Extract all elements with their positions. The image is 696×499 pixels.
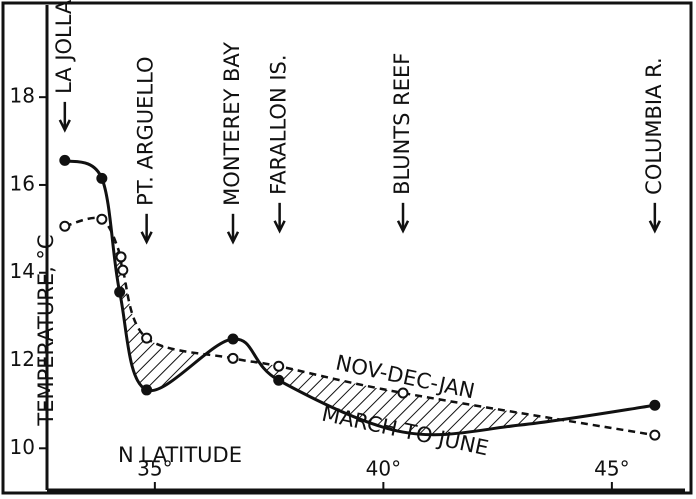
data-point <box>141 332 153 344</box>
y-tick-label: 14 <box>10 259 35 283</box>
data-point <box>96 213 108 225</box>
x-tick-label: 35° <box>137 457 172 481</box>
x-tick-label: 40° <box>366 457 401 481</box>
annotation-label: FARALLON IS. <box>267 54 291 194</box>
y-tick-label: 16 <box>10 171 35 195</box>
annotation-label: BLUNTS REEF <box>390 53 414 195</box>
annotation-arrowhead <box>58 119 71 133</box>
y-tick-label: 18 <box>10 84 35 108</box>
series-line <box>64 158 656 437</box>
annotation-arrowhead <box>226 231 240 245</box>
annotation-label: MONTEREY BAY <box>220 42 244 206</box>
series-line <box>64 216 656 437</box>
annotation-arrowhead <box>273 220 286 234</box>
x-tick-label: 45° <box>594 457 629 481</box>
data-point <box>273 360 285 372</box>
data-point <box>273 374 285 386</box>
data-point <box>114 286 126 298</box>
annotation-arrowhead <box>140 231 153 245</box>
annotation-label: PT. ARGUELLO <box>134 56 158 205</box>
data-point <box>59 220 71 232</box>
annotation-arrowhead <box>648 220 661 234</box>
y-tick-label: 12 <box>10 347 35 371</box>
annotation-label: COLUMBIA R. <box>642 57 666 195</box>
data-point <box>96 172 108 184</box>
data-point <box>649 429 661 441</box>
y-tick-label: 10 <box>10 435 35 459</box>
data-point <box>227 333 239 345</box>
data-point <box>59 154 71 166</box>
data-point <box>649 399 661 411</box>
data-point <box>141 384 153 396</box>
data-point <box>117 264 129 276</box>
data-point <box>227 352 239 364</box>
data-point <box>397 387 409 399</box>
x-axis-label: N LATITUDE <box>118 443 242 467</box>
annotation-label: LA JOLLA <box>52 0 76 94</box>
data-point <box>115 251 127 263</box>
annotation-arrowhead <box>396 220 410 234</box>
